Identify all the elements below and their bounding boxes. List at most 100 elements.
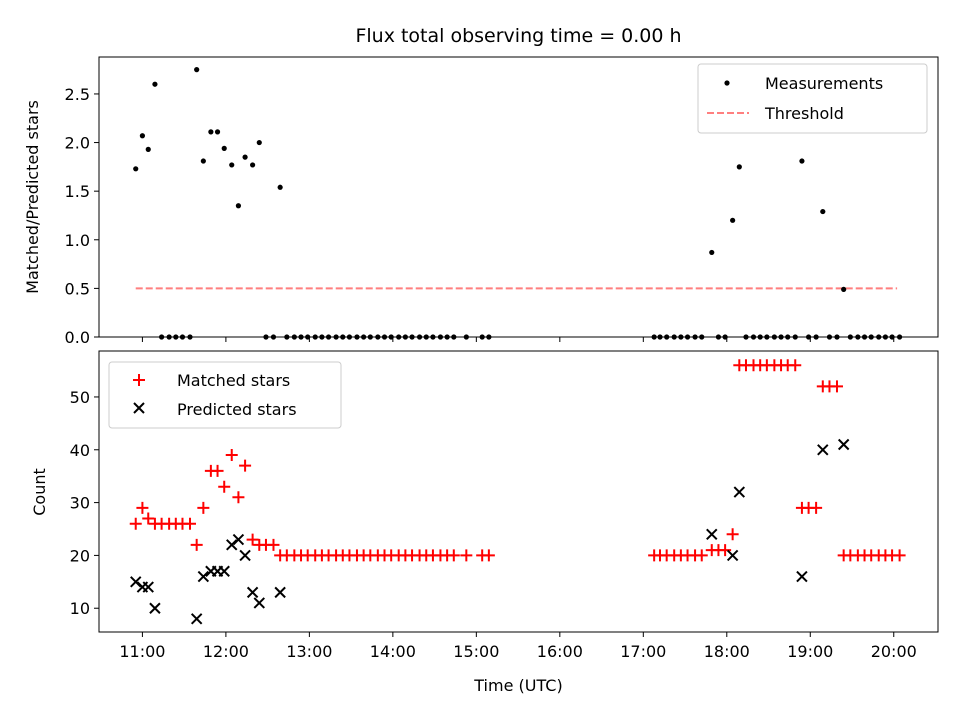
top-y-ticks: 0.0 0.5 1.0 1.5 2.0 2.5 <box>65 85 99 347</box>
bottom-legend: Matched stars Predicted stars <box>108 361 342 429</box>
x-tick-label-3: 14:00 <box>370 642 416 661</box>
matched-point-8 <box>183 517 196 530</box>
legend-threshold-label: Threshold <box>764 104 844 123</box>
predicted-point-8 <box>218 565 230 577</box>
matched-point-46 <box>447 549 460 562</box>
top-y-tick-label-5: 2.5 <box>65 85 90 104</box>
measurement-point-19 <box>820 208 826 215</box>
measurement-point-2 <box>145 146 151 152</box>
x-tick-label-4: 15:00 <box>453 642 499 661</box>
x-tick-label-0: 11:00 <box>119 642 165 661</box>
top-legend: Measurements Threshold <box>697 63 928 134</box>
measurement-point-7 <box>214 129 221 135</box>
top-axes-frame <box>98 56 939 338</box>
chart-title: Flux total observing time = 0.00 h <box>355 25 681 47</box>
predicted-point-18 <box>796 570 808 583</box>
legend-matched-label: Matched stars <box>177 371 290 390</box>
measurement-point-15 <box>709 249 715 256</box>
legend-measurements-label: Measurements <box>765 74 883 93</box>
predicted-point-10 <box>232 533 245 546</box>
predicted-point-19 <box>817 444 829 456</box>
matched-point-61 <box>726 528 739 541</box>
measurement-point-3 <box>152 81 158 87</box>
bottom-panel: 10 20 30 40 50 11:00 12:00 13:00 14:00 15:00 16:0… <box>30 350 939 695</box>
measurement-point-0 <box>133 166 139 172</box>
matched-point-57 <box>695 549 708 562</box>
predicted-point-2 <box>142 581 154 593</box>
matched-point-76 <box>830 380 843 393</box>
matched-point-16 <box>239 459 252 472</box>
matched-point-14 <box>225 449 238 462</box>
measurement-point-12 <box>250 162 256 168</box>
matched-point-1 <box>136 501 149 514</box>
measurement-point-20 <box>841 286 847 292</box>
legend-predicted-label: Predicted stars <box>177 400 297 419</box>
predicted-point-3 <box>149 602 161 614</box>
matched-point-10 <box>197 501 210 514</box>
bottom-y-tick-label-2: 30 <box>70 494 90 513</box>
measurement-point-4 <box>194 67 200 73</box>
top-x-ticks <box>141 337 895 342</box>
bottom-legend-box <box>108 361 342 429</box>
predicted-point-13 <box>253 597 265 609</box>
matched-point-70 <box>789 359 802 372</box>
bottom-x-ticks: 11:00 12:00 13:00 14:00 15:00 16:00 17:00 18:00… <box>119 632 917 661</box>
top-y-tick-label-4: 2.0 <box>65 134 90 153</box>
x-tick-label-1: 12:00 <box>203 642 249 661</box>
x-tick-label-7: 18:00 <box>704 642 750 661</box>
top-y-tick-label-2: 1.0 <box>65 231 90 250</box>
bottom-y-tick-label-1: 20 <box>70 546 90 565</box>
measurement-point-17 <box>736 164 742 170</box>
x-tick-label-2: 13:00 <box>286 642 332 661</box>
matched-point-2 <box>142 512 155 525</box>
bottom-y-tick-label-4: 50 <box>70 388 90 407</box>
bottom-plot-area <box>129 359 906 625</box>
matched-point-12 <box>211 464 224 477</box>
x-tick-label-6: 17:00 <box>620 642 666 661</box>
bottom-y-ticks: 10 20 30 40 50 <box>70 388 99 618</box>
measurement-point-1 <box>139 133 146 139</box>
predicted-point-16 <box>726 549 739 562</box>
top-y-tick-label-0: 0.0 <box>65 328 90 347</box>
measurement-point-5 <box>200 158 206 164</box>
matched-point-13 <box>218 480 231 493</box>
predicted-point-11 <box>239 549 251 562</box>
measurement-point-16 <box>730 217 736 223</box>
predicted-point-12 <box>246 586 259 599</box>
measurement-point-18 <box>799 158 805 164</box>
x-tick-label-8: 19:00 <box>787 642 833 661</box>
matched-point-85 <box>893 549 906 562</box>
measurement-point-10 <box>235 203 242 209</box>
measurement-point-8 <box>221 145 227 151</box>
legend-matched-marker <box>133 374 145 386</box>
predicted-point-4 <box>190 613 203 625</box>
bottom-y-tick-label-0: 10 <box>70 599 90 618</box>
bottom-axes-frame <box>98 350 939 633</box>
x-tick-label-5: 16:00 <box>537 642 583 661</box>
predicted-point-14 <box>274 586 286 599</box>
matched-point-73 <box>810 501 823 514</box>
top-panel: 0.0 0.5 1.0 1.5 2.0 2.5 Matched/Predicted sta… <box>23 56 939 347</box>
matched-point-47 <box>460 549 473 562</box>
bottom-y-tick-label-3: 40 <box>70 441 90 460</box>
matched-point-9 <box>190 538 203 551</box>
legend-predicted-marker <box>133 402 145 414</box>
measurement-point-13 <box>256 139 262 146</box>
matched-point-60 <box>719 544 732 557</box>
top-legend-box <box>697 63 928 134</box>
predicted-point-17 <box>733 486 746 498</box>
matched-point-49 <box>482 549 495 562</box>
predicted-point-5 <box>197 570 210 583</box>
top-y-tick-label-3: 1.5 <box>65 182 90 201</box>
measurement-point-11 <box>242 154 248 160</box>
measurement-point-14 <box>277 184 283 190</box>
bottom-y-axis-label: Count <box>30 468 49 516</box>
measurement-point-9 <box>229 162 235 168</box>
matched-point-20 <box>267 538 280 551</box>
matched-point-15 <box>232 491 245 504</box>
matched-point-0 <box>129 517 142 530</box>
predicted-point-20 <box>837 438 850 451</box>
x-axis-label: Time (UTC) <box>473 676 562 695</box>
top-y-axis-label: Matched/Predicted stars <box>23 100 42 294</box>
